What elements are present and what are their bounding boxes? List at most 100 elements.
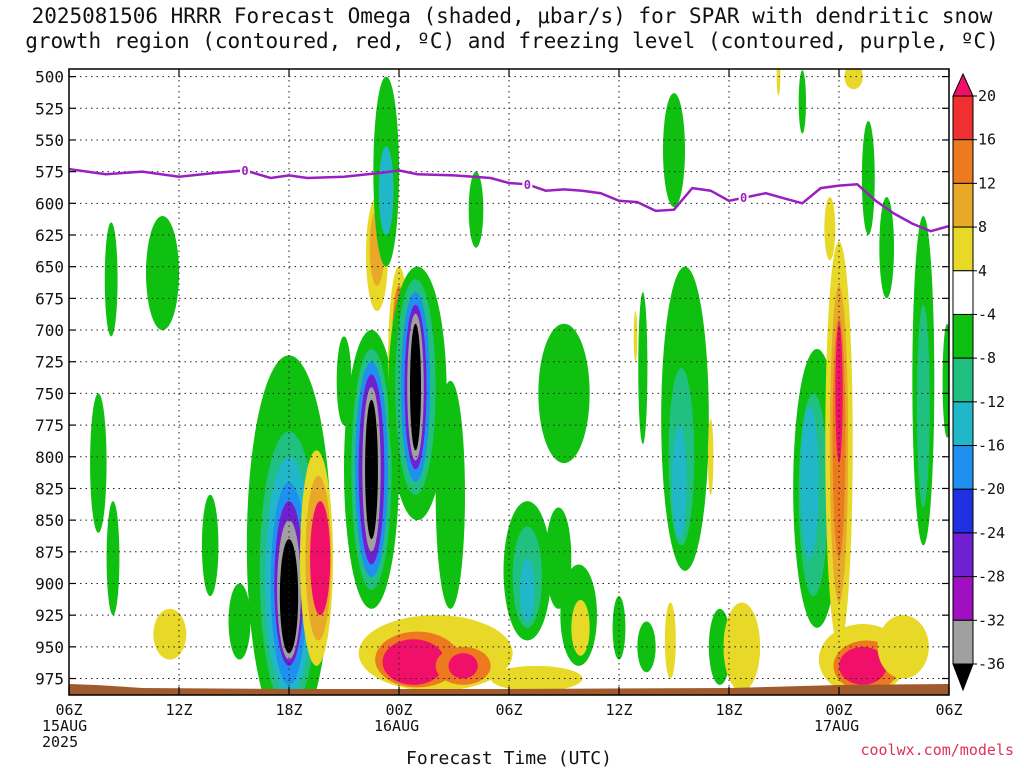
omega-contour-neg36 [279, 539, 299, 654]
y-tick-label: 700 [35, 321, 64, 340]
omega-contour-neg4 [663, 93, 685, 208]
omega-contour-pos4 [776, 69, 781, 96]
omega-contour-neg4 [798, 70, 806, 134]
omega-contour-pos4 [633, 311, 638, 362]
omega-contour-pos4 [844, 69, 863, 90]
y-tick-label: 875 [35, 543, 64, 562]
colorbar-label: -28 [978, 568, 1005, 586]
y-tick-label: 850 [35, 511, 64, 530]
colorbar-label: 16 [978, 131, 996, 149]
omega-contour-neg8 [916, 304, 930, 508]
omega-contour-pos4 [707, 418, 714, 495]
freezing-label-bg [738, 190, 749, 204]
omega-contour-neg4 [861, 120, 875, 236]
omega-contour-neg4 [468, 171, 484, 248]
colorbar-label: -20 [978, 480, 1005, 498]
omega-contour-neg4 [879, 196, 895, 299]
colorbar-label: -8 [978, 349, 996, 367]
colorbar-segment [952, 619, 974, 665]
colorbar-segment [952, 182, 974, 228]
omega-contour-neg4 [228, 583, 251, 660]
y-tick-label: 625 [35, 226, 64, 245]
y-tick-label: 825 [35, 479, 64, 498]
omega-shading [90, 69, 949, 695]
colorbar-bottom-arrow [952, 663, 974, 692]
y-tick-label: 950 [35, 638, 64, 657]
y-tick-label: 725 [35, 353, 64, 372]
freezing-level-contour: 0 0 0 [69, 163, 949, 233]
omega-contour-neg4 [104, 222, 118, 337]
grid-lines [69, 69, 949, 695]
colorbar-segment [952, 95, 974, 141]
y-tick-label: 800 [35, 448, 64, 467]
omega-contour-neg36 [410, 323, 421, 451]
omega-contour-neg4 [90, 393, 107, 533]
y-axis-ticks: 500 525 550 575 600 625 650 675 700 725 750 775 800 8… [35, 68, 949, 689]
y-tick-label: 500 [35, 68, 64, 87]
omega-contour-neg4 [612, 596, 626, 660]
colorbar-segment [952, 357, 974, 403]
x-axis-title: Forecast Time (UTC) [406, 748, 612, 768]
omega-contour-neg12 [800, 406, 819, 559]
y-tick-label: 600 [35, 194, 64, 213]
omega-contour-neg36 [365, 399, 378, 540]
y-tick-label: 525 [35, 99, 64, 118]
omega-contour-neg4 [638, 292, 648, 445]
x-tick-label: 2025 [42, 733, 78, 751]
omega-contour-neg4 [106, 501, 120, 616]
omega-contour-pos4 [824, 196, 836, 261]
colorbar-label: -32 [978, 611, 1005, 629]
colorbar-label: 12 [978, 174, 996, 192]
freezing-label-bg [240, 163, 250, 177]
omega-contour-neg12 [378, 146, 394, 236]
omega-contour-neg4 [146, 215, 179, 331]
freezing-label-bg [522, 177, 533, 191]
y-tick-label: 650 [35, 258, 64, 277]
title-line-2: growth region (contoured, red, ºC) and f… [25, 29, 999, 53]
y-tick-label: 550 [35, 131, 64, 150]
x-tick-label: 06Z [495, 701, 522, 719]
colorbar-label: -12 [978, 393, 1005, 411]
x-tick-label: 18Z [715, 701, 742, 719]
omega-contour-pos20 [310, 501, 331, 616]
omega-contour-pos4 [571, 599, 590, 656]
chart-title: 2025081506 HRRR Forecast Omega (shaded, … [0, 4, 1024, 54]
colorbar-label: -24 [978, 524, 1005, 542]
colorbar-segment [952, 226, 974, 272]
credit-link[interactable]: coolwx.com/models [860, 741, 1014, 759]
x-tick-label: 00Z [385, 701, 412, 719]
x-tick-label: 17AUG [814, 717, 859, 735]
y-tick-label: 575 [35, 163, 64, 182]
colorbar: 20 16 12 8 4 -4 -8 -12 -16 -20 -24 -28 -32 -36 [952, 72, 1005, 692]
colorbar-segment [952, 576, 974, 621]
colorbar-label: 4 [978, 262, 987, 280]
freezing-level-label: 0 [740, 191, 747, 205]
y-tick-label: 750 [35, 384, 64, 403]
colorbar-label: -16 [978, 437, 1005, 455]
freezing-level-line [69, 167, 949, 233]
x-tick-label: 06Z [935, 701, 962, 719]
omega-contour-pos20 [448, 653, 478, 679]
y-tick-label: 775 [35, 416, 64, 435]
omega-contour-pos4 [664, 602, 676, 679]
colorbar-segment [952, 445, 974, 490]
y-tick-label: 675 [35, 289, 64, 308]
omega-contour-neg4 [435, 380, 466, 609]
x-tick-label: 15AUG [42, 717, 87, 735]
colorbar-top-arrow [952, 72, 974, 97]
y-tick-label: 900 [35, 574, 64, 593]
x-tick-label: 12Z [165, 701, 192, 719]
colorbar-label: 20 [978, 87, 996, 105]
colorbar-segment [952, 139, 974, 184]
x-tick-label: 16AUG [374, 717, 419, 735]
x-tick-label: 00Z [825, 701, 852, 719]
colorbar-label: -4 [978, 305, 996, 323]
omega-contour-pos4 [877, 615, 929, 679]
colorbar-segment [952, 488, 974, 534]
colorbar-label: -36 [978, 655, 1005, 673]
title-line-1: 2025081506 HRRR Forecast Omega (shaded, … [31, 4, 993, 28]
freezing-level-label: 0 [241, 164, 248, 178]
freezing-level-label: 0 [524, 178, 531, 192]
